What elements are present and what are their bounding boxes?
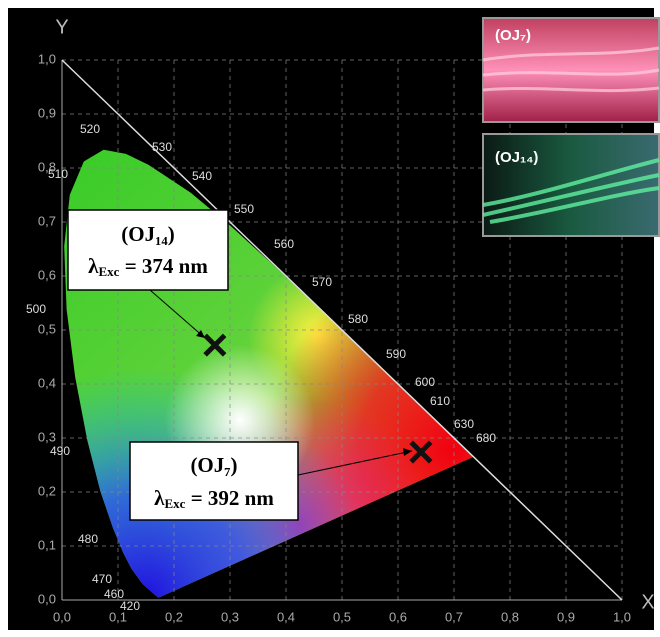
x-tick-label: 0,5 bbox=[333, 609, 351, 624]
arrow-head bbox=[403, 448, 412, 456]
y-tick-label: 0,5 bbox=[38, 321, 56, 336]
annotation-title: (OJ₇) bbox=[190, 453, 237, 477]
wavelength-label: 630 bbox=[454, 417, 474, 431]
subscript: Exc bbox=[98, 264, 119, 279]
symbol: λ bbox=[88, 254, 99, 278]
x-tick-label: 0,8 bbox=[501, 609, 519, 624]
wavelength-label: 500 bbox=[26, 302, 46, 316]
text: = 374 nm bbox=[119, 254, 208, 278]
inset-label: (OJ₇) bbox=[495, 27, 531, 44]
wavelength-label: 580 bbox=[348, 312, 368, 326]
y-tick-label: 0,4 bbox=[38, 375, 56, 390]
wavelength-label: 570 bbox=[312, 275, 332, 289]
diagonal-line bbox=[61, 59, 623, 601]
annotation-title: (OJ₁₄) bbox=[121, 222, 174, 246]
subscript: Exc bbox=[164, 496, 185, 511]
wavelength-label: 490 bbox=[50, 444, 70, 458]
arrow-head bbox=[196, 330, 205, 338]
annotation-box: (OJ₇) λExc = 392 nm bbox=[129, 441, 299, 521]
x-tick-label: 0,9 bbox=[557, 609, 575, 624]
x-tick-label: 0,7 bbox=[445, 609, 463, 624]
x-tick-label: 1,0 bbox=[613, 609, 631, 624]
wavelength-label: 510 bbox=[48, 167, 68, 181]
y-tick-label: 0,9 bbox=[38, 105, 56, 120]
y-tick-label: 0,8 bbox=[38, 159, 56, 174]
annotation-arrow bbox=[297, 450, 413, 476]
x-tick-label: 0,4 bbox=[277, 609, 295, 624]
inset-photo: (OJ₇) bbox=[482, 17, 660, 123]
y-tick-label: 0,3 bbox=[38, 429, 56, 444]
wavelength-label: 540 bbox=[192, 169, 212, 183]
x-tick-label: 0,0 bbox=[53, 609, 71, 624]
y-tick-label: 0,2 bbox=[38, 483, 56, 498]
marker bbox=[203, 333, 227, 357]
wavelength-label: 520 bbox=[80, 122, 100, 136]
annotation-arrow bbox=[149, 289, 206, 339]
annotation-text: λExc = 374 nm bbox=[88, 254, 208, 279]
x-tick-label: 0,3 bbox=[221, 609, 239, 624]
wavelength-label: 610 bbox=[430, 394, 450, 408]
y-tick-label: 0,7 bbox=[38, 213, 56, 228]
wavelength-label: 420 bbox=[120, 599, 140, 613]
marker bbox=[409, 440, 433, 464]
text: = 392 nm bbox=[185, 486, 274, 510]
symbol: λ bbox=[154, 486, 165, 510]
x-axis-label: X bbox=[641, 591, 654, 613]
x-tick-label: 0,1 bbox=[109, 609, 127, 624]
wavelength-label: 470 bbox=[92, 572, 112, 586]
y-tick-label: 0,1 bbox=[38, 537, 56, 552]
x-tick-label: 0,6 bbox=[389, 609, 407, 624]
y-tick-label: 0,6 bbox=[38, 267, 56, 282]
inset-photo: (OJ₁₄) bbox=[482, 133, 660, 237]
x-tick-label: 0,2 bbox=[165, 609, 183, 624]
wavelength-label: 560 bbox=[274, 237, 294, 251]
y-axis-label: Y bbox=[55, 16, 68, 38]
wavelength-label: 460 bbox=[104, 587, 124, 601]
inset-label: (OJ₁₄) bbox=[495, 149, 538, 166]
wavelength-label: 480 bbox=[78, 532, 98, 546]
annotation-text: λExc = 392 nm bbox=[154, 486, 274, 511]
y-tick-label: 1,0 bbox=[38, 51, 56, 66]
wavelength-label: 550 bbox=[234, 202, 254, 216]
wavelength-label: 680 bbox=[476, 431, 496, 445]
wavelength-label: 600 bbox=[415, 375, 435, 389]
y-tick-label: 0,0 bbox=[38, 591, 56, 606]
wavelength-label: 590 bbox=[386, 347, 406, 361]
wavelength-label: 530 bbox=[152, 140, 172, 154]
annotation-box: (OJ₁₄) λExc = 374 nm bbox=[67, 209, 229, 291]
